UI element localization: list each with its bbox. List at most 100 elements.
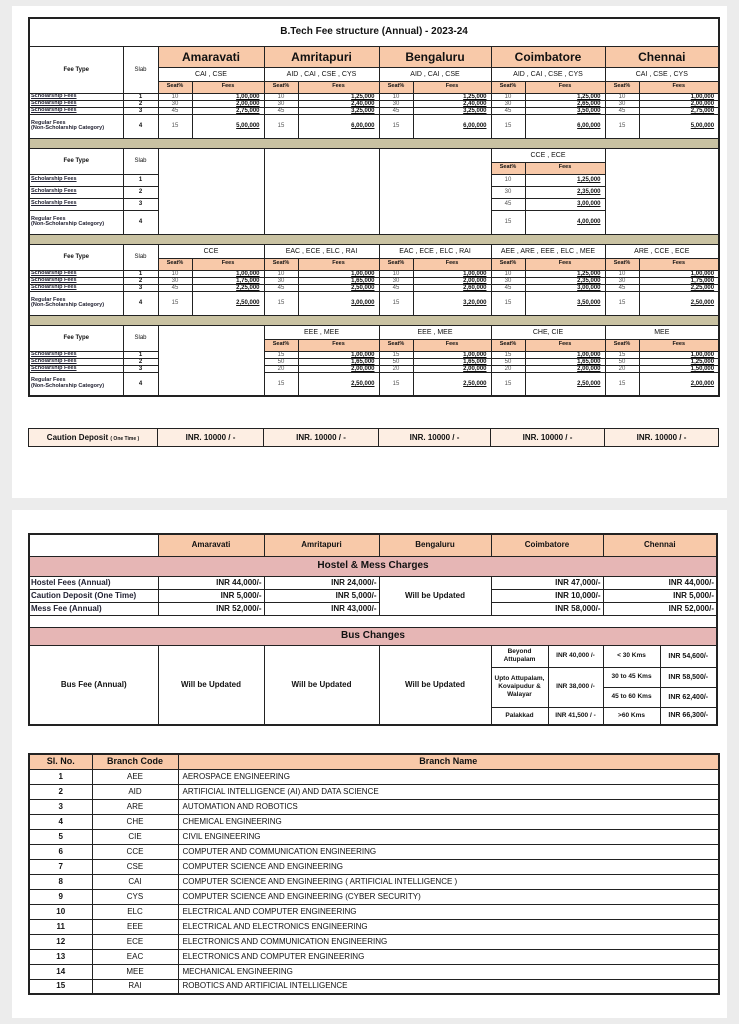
branch-group: CAI , CSE , CYS: [604, 66, 720, 82]
fee-amount: 1,00,000: [191, 92, 265, 101]
seat-percent: 45: [263, 106, 299, 115]
hostel-row-label: Caution Deposit (One Time): [28, 588, 159, 603]
empty-campus-cell: [157, 147, 265, 235]
fee-type-label: Regular Fees (Non-Scholarship Category): [28, 113, 124, 139]
title-row: B.Tech Fee structure (Annual) - 2023-24: [28, 17, 720, 47]
branch-code: CYS: [91, 888, 179, 905]
seat-percent: 30: [157, 99, 193, 108]
fees-header: Fees: [638, 257, 720, 271]
caution-text: Caution Deposit: [46, 432, 109, 442]
branch-group: ARE , CCE , ECE: [604, 243, 720, 259]
fee-type-label: Scholarship Fees: [28, 364, 124, 373]
seat-percent: 50: [604, 357, 640, 366]
caution-value: INR. 10000 / -: [490, 428, 605, 447]
fee-row: Scholarship Fees 1 15 1,00,000 15 1,00,000 15 1…: [28, 350, 720, 359]
seat-percent: 10: [604, 92, 640, 101]
branch-name: CIVIL ENGINEERING: [177, 828, 720, 845]
fee-amount: 1,75,000: [638, 276, 720, 285]
fee-type-label: Regular Fees (Non-Scholarship Category): [28, 371, 124, 397]
slab-header: Slab: [122, 324, 159, 352]
seat-percent: 15: [604, 290, 640, 316]
branch-group: AID , CAI , CSE , CYS: [263, 66, 380, 82]
seat-percent: 30: [378, 276, 414, 285]
seat-percent: 10: [157, 269, 193, 278]
hostel-fee-value: INR 10,000/-: [490, 588, 604, 603]
branch-row: Fee Type Slab CCE EAC , ECE , ELC , RAI EAC …: [28, 243, 720, 271]
fee-amount: 2,00,000: [524, 364, 606, 373]
fee-amount: 2,40,000: [412, 99, 492, 108]
seat-percent: 15: [490, 209, 526, 235]
caution-deposit-table: Caution Deposit ( One Time ) INR. 10000 /…: [28, 428, 719, 447]
hostel-bus-page: Amaravati Amritapuri Bengaluru Coimbatore Ch…: [12, 510, 727, 1018]
seat-percent: 15: [378, 290, 414, 316]
caution-value: INR. 10000 / -: [263, 428, 379, 447]
bus-place-fee: INR 38,000 /-: [547, 666, 604, 708]
fee-type-text: Scholarship Fees: [31, 188, 77, 195]
fees-header: Fees: [524, 257, 606, 271]
hostel-fee-value: INR 52,000/-: [602, 601, 718, 616]
hostel-fee-value: INR 44,000/-: [157, 575, 265, 590]
column-header: Branch Code: [91, 753, 179, 770]
fee-type-sub: (Non-Scholarship Category): [31, 302, 105, 308]
branch-group: MEE: [604, 324, 720, 340]
seat-percent: 45: [490, 106, 526, 115]
fee-type-label: Scholarship Fees: [28, 185, 124, 199]
seat-header: Seat%: [490, 161, 526, 175]
fee-type-text: Regular Fees: [31, 119, 66, 126]
fee-amount: 1,00,000: [638, 269, 720, 278]
campus-header: Amaravati: [157, 45, 265, 68]
branch-name: ELECTRONICS AND COMPUTER ENGINEERING: [177, 948, 720, 965]
caution-row: Caution Deposit ( One Time ) INR. 10000 /…: [28, 428, 719, 447]
fee-amount: 2,50,000: [297, 283, 380, 292]
campus-header: Coimbatore: [490, 533, 604, 557]
seat-header: Seat%: [490, 80, 526, 94]
fee-amount: 2,65,000: [524, 99, 606, 108]
bengaluru-hostel-note: Will be Updated: [378, 575, 492, 616]
blank-corner: [28, 533, 159, 557]
bus-distance: < 30 Kms: [602, 644, 661, 668]
fees-header: Fees: [524, 161, 606, 175]
serial-number: 13: [28, 948, 93, 965]
fee-type-text: Scholarship Fees: [31, 100, 77, 106]
seat-percent: 15: [490, 350, 526, 359]
bus-distance-fee: INR 58,500/-: [659, 666, 718, 688]
branch-name: COMPUTER SCIENCE AND ENGINEERING ( ARTIF…: [177, 873, 720, 890]
fee-row: Scholarship Fees 3 45 2,75,000 45 3,25,000 45 3…: [28, 106, 720, 115]
seat-percent: 45: [604, 106, 640, 115]
fee-type-sub: (Non-Scholarship Category): [31, 221, 105, 227]
fee-type-header: Fee Type: [28, 243, 124, 271]
hostel-fee-value: INR 58,000/-: [490, 601, 604, 616]
table-row: 6 CCE COMPUTER AND COMMUNICATION ENGINEERI…: [28, 843, 720, 860]
serial-number: 11: [28, 918, 93, 935]
empty-campus-cell: [263, 147, 380, 235]
fees-header: Fees: [412, 257, 492, 271]
seat-percent: 20: [378, 364, 414, 373]
fee-amount: 3,50,000: [524, 106, 606, 115]
fee-amount: 1,00,000: [638, 350, 720, 359]
seat-percent: 10: [604, 269, 640, 278]
bus-place: Upto Attupalam, Kovaipudur & Walayar: [490, 666, 549, 708]
bus-pending-note: Will be Updated: [263, 644, 380, 726]
branch-name: AUTOMATION AND ROBOTICS: [177, 798, 720, 815]
fee-amount: 2,25,000: [638, 283, 720, 292]
fees-header: Fees: [638, 338, 720, 352]
fee-amount: 1,65,000: [297, 357, 380, 366]
branch-name: COMPUTER AND COMMUNICATION ENGINEERING: [177, 843, 720, 860]
fee-amount: 3,00,000: [524, 197, 606, 211]
slab-value: 2: [122, 276, 159, 285]
slab-value: 1: [122, 269, 159, 278]
section-divider: [28, 137, 720, 149]
campus-header: Chennai: [604, 45, 720, 68]
seat-percent: 15: [157, 113, 193, 139]
fee-type-text: Scholarship Fees: [31, 365, 77, 371]
hostel-fee-value: INR 5,000/-: [602, 588, 718, 603]
fees-header: Fees: [524, 80, 606, 94]
seat-fee-header-row: Seat% Fees Seat% Fees Seat% Fees Seat% Fees: [29, 338, 720, 352]
seat-percent: 10: [378, 92, 414, 101]
seat-header: Seat%: [604, 257, 640, 271]
branch-group: EAC , ECE , ELC , RAI: [263, 243, 380, 259]
serial-number: 8: [28, 873, 93, 890]
fee-row: Regular Fees (Non-Scholarship Category) 4 1…: [28, 209, 719, 235]
table-row: 5 CIE CIVIL ENGINEERING: [28, 828, 720, 845]
seat-percent: 15: [490, 290, 526, 316]
